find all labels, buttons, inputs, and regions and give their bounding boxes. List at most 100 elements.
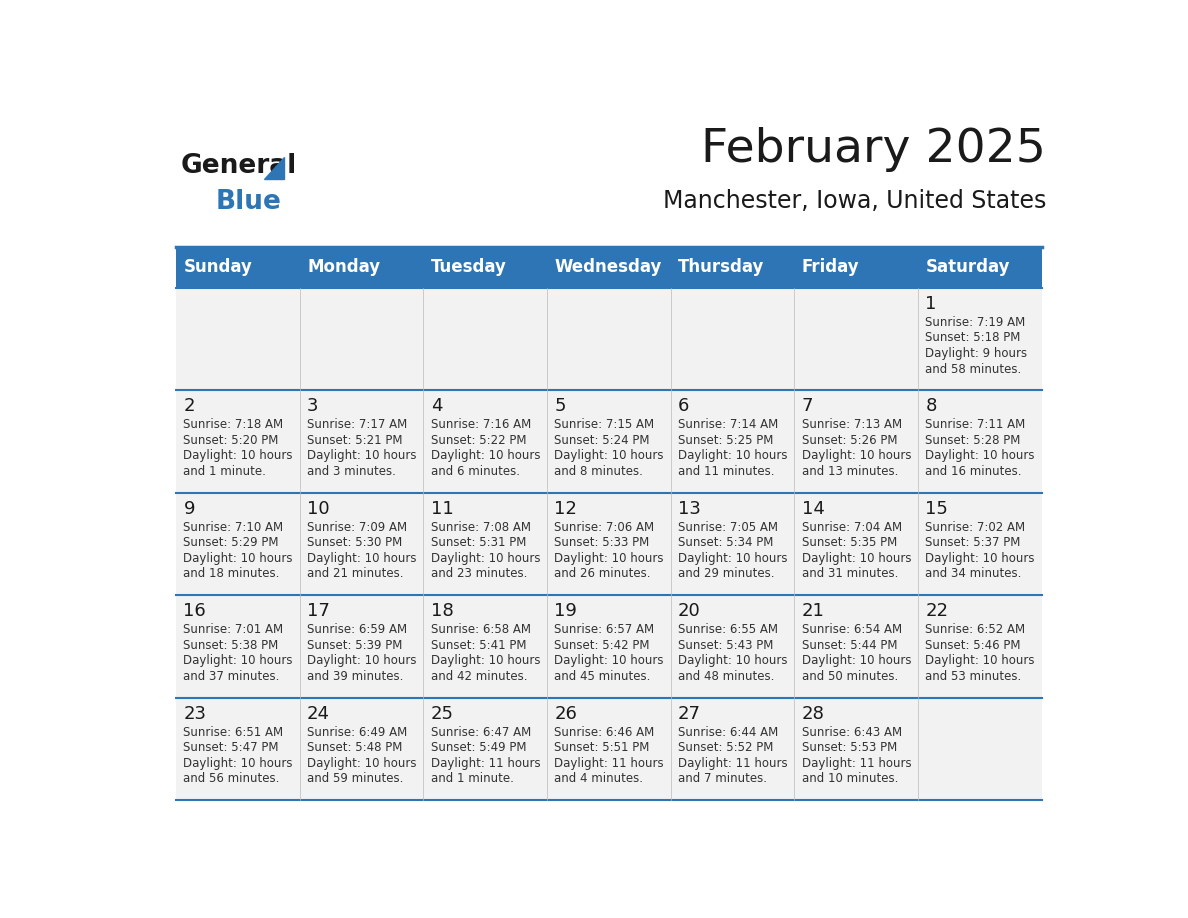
- Text: and 31 minutes.: and 31 minutes.: [802, 567, 898, 580]
- Text: and 53 minutes.: and 53 minutes.: [925, 670, 1022, 683]
- Text: Sunrise: 6:52 AM: Sunrise: 6:52 AM: [925, 623, 1025, 636]
- Text: and 56 minutes.: and 56 minutes.: [183, 772, 280, 786]
- Text: Daylight: 10 hours: Daylight: 10 hours: [925, 552, 1035, 565]
- Text: Wednesday: Wednesday: [555, 258, 662, 276]
- Text: Sunset: 5:30 PM: Sunset: 5:30 PM: [308, 536, 403, 549]
- Text: 24: 24: [308, 705, 330, 722]
- Text: Sunset: 5:22 PM: Sunset: 5:22 PM: [431, 434, 526, 447]
- Text: Daylight: 11 hours: Daylight: 11 hours: [678, 757, 788, 770]
- Text: 8: 8: [925, 397, 936, 415]
- Text: 5: 5: [555, 397, 565, 415]
- Text: Sunset: 5:43 PM: Sunset: 5:43 PM: [678, 639, 773, 652]
- Text: Sunrise: 6:49 AM: Sunrise: 6:49 AM: [308, 726, 407, 739]
- Text: Daylight: 10 hours: Daylight: 10 hours: [431, 655, 541, 667]
- Text: Sunrise: 6:54 AM: Sunrise: 6:54 AM: [802, 623, 902, 636]
- Text: Sunrise: 7:18 AM: Sunrise: 7:18 AM: [183, 419, 284, 431]
- Text: General: General: [181, 153, 297, 179]
- Text: Monday: Monday: [308, 258, 380, 276]
- Text: Sunset: 5:20 PM: Sunset: 5:20 PM: [183, 434, 279, 447]
- Bar: [176, 493, 1042, 595]
- Text: Sunset: 5:26 PM: Sunset: 5:26 PM: [802, 434, 897, 447]
- Text: and 16 minutes.: and 16 minutes.: [925, 465, 1022, 478]
- Text: Sunset: 5:29 PM: Sunset: 5:29 PM: [183, 536, 279, 549]
- Text: February 2025: February 2025: [701, 128, 1047, 173]
- Text: Blue: Blue: [216, 189, 282, 215]
- Text: Sunrise: 7:14 AM: Sunrise: 7:14 AM: [678, 419, 778, 431]
- Text: Daylight: 10 hours: Daylight: 10 hours: [678, 655, 788, 667]
- Text: Sunset: 5:24 PM: Sunset: 5:24 PM: [555, 434, 650, 447]
- Text: Daylight: 10 hours: Daylight: 10 hours: [183, 655, 293, 667]
- Text: Sunday: Sunday: [183, 258, 252, 276]
- Text: Daylight: 10 hours: Daylight: 10 hours: [678, 450, 788, 463]
- Bar: [176, 247, 1042, 287]
- Text: Sunset: 5:47 PM: Sunset: 5:47 PM: [183, 742, 279, 755]
- Text: 15: 15: [925, 499, 948, 518]
- Text: and 42 minutes.: and 42 minutes.: [431, 670, 527, 683]
- Text: Sunset: 5:34 PM: Sunset: 5:34 PM: [678, 536, 773, 549]
- Text: Daylight: 10 hours: Daylight: 10 hours: [802, 552, 911, 565]
- Text: and 29 minutes.: and 29 minutes.: [678, 567, 775, 580]
- Text: and 6 minutes.: and 6 minutes.: [431, 465, 520, 478]
- Text: Sunset: 5:33 PM: Sunset: 5:33 PM: [555, 536, 650, 549]
- Text: 14: 14: [802, 499, 824, 518]
- Text: Sunrise: 6:46 AM: Sunrise: 6:46 AM: [555, 726, 655, 739]
- Text: 13: 13: [678, 499, 701, 518]
- Text: Sunrise: 7:17 AM: Sunrise: 7:17 AM: [308, 419, 407, 431]
- Text: 3: 3: [308, 397, 318, 415]
- Text: Sunset: 5:21 PM: Sunset: 5:21 PM: [308, 434, 403, 447]
- Bar: [176, 287, 1042, 390]
- Text: Sunrise: 7:08 AM: Sunrise: 7:08 AM: [431, 521, 531, 534]
- Text: 7: 7: [802, 397, 813, 415]
- Text: Daylight: 11 hours: Daylight: 11 hours: [802, 757, 911, 770]
- Bar: [176, 698, 1042, 800]
- Text: Sunrise: 7:11 AM: Sunrise: 7:11 AM: [925, 419, 1025, 431]
- Text: Daylight: 10 hours: Daylight: 10 hours: [802, 450, 911, 463]
- Text: and 11 minutes.: and 11 minutes.: [678, 465, 775, 478]
- Text: and 7 minutes.: and 7 minutes.: [678, 772, 767, 786]
- Text: Sunset: 5:51 PM: Sunset: 5:51 PM: [555, 742, 650, 755]
- Text: Sunrise: 6:59 AM: Sunrise: 6:59 AM: [308, 623, 407, 636]
- Text: Sunrise: 7:19 AM: Sunrise: 7:19 AM: [925, 316, 1025, 329]
- Text: 4: 4: [431, 397, 442, 415]
- Text: Sunrise: 6:47 AM: Sunrise: 6:47 AM: [431, 726, 531, 739]
- Text: and 10 minutes.: and 10 minutes.: [802, 772, 898, 786]
- Text: Sunset: 5:49 PM: Sunset: 5:49 PM: [431, 742, 526, 755]
- Text: and 34 minutes.: and 34 minutes.: [925, 567, 1022, 580]
- Text: and 59 minutes.: and 59 minutes.: [308, 772, 404, 786]
- Text: Sunset: 5:41 PM: Sunset: 5:41 PM: [431, 639, 526, 652]
- Text: 1: 1: [925, 295, 936, 313]
- Text: Thursday: Thursday: [678, 258, 764, 276]
- Text: 28: 28: [802, 705, 824, 722]
- Text: Daylight: 10 hours: Daylight: 10 hours: [308, 655, 417, 667]
- Text: Daylight: 10 hours: Daylight: 10 hours: [555, 450, 664, 463]
- Text: 27: 27: [678, 705, 701, 722]
- Text: Daylight: 10 hours: Daylight: 10 hours: [183, 757, 293, 770]
- Text: 21: 21: [802, 602, 824, 621]
- Text: and 48 minutes.: and 48 minutes.: [678, 670, 775, 683]
- Text: and 50 minutes.: and 50 minutes.: [802, 670, 898, 683]
- Text: 2: 2: [183, 397, 195, 415]
- Text: Sunrise: 7:10 AM: Sunrise: 7:10 AM: [183, 521, 284, 534]
- Text: Sunrise: 6:55 AM: Sunrise: 6:55 AM: [678, 623, 778, 636]
- Text: Daylight: 10 hours: Daylight: 10 hours: [183, 552, 293, 565]
- Text: Daylight: 11 hours: Daylight: 11 hours: [555, 757, 664, 770]
- Text: Sunset: 5:44 PM: Sunset: 5:44 PM: [802, 639, 897, 652]
- Text: Daylight: 10 hours: Daylight: 10 hours: [678, 552, 788, 565]
- Text: Daylight: 10 hours: Daylight: 10 hours: [555, 552, 664, 565]
- Text: 26: 26: [555, 705, 577, 722]
- Text: 20: 20: [678, 602, 701, 621]
- Text: and 4 minutes.: and 4 minutes.: [555, 772, 644, 786]
- Text: Saturday: Saturday: [925, 258, 1010, 276]
- Text: and 1 minute.: and 1 minute.: [431, 772, 513, 786]
- Text: Daylight: 10 hours: Daylight: 10 hours: [183, 450, 293, 463]
- Text: Daylight: 11 hours: Daylight: 11 hours: [431, 757, 541, 770]
- Text: Sunset: 5:48 PM: Sunset: 5:48 PM: [308, 742, 403, 755]
- Text: and 37 minutes.: and 37 minutes.: [183, 670, 280, 683]
- Text: and 13 minutes.: and 13 minutes.: [802, 465, 898, 478]
- Text: Sunrise: 7:01 AM: Sunrise: 7:01 AM: [183, 623, 284, 636]
- Text: and 21 minutes.: and 21 minutes.: [308, 567, 404, 580]
- Text: 6: 6: [678, 397, 689, 415]
- Text: Sunrise: 7:15 AM: Sunrise: 7:15 AM: [555, 419, 655, 431]
- Text: Sunrise: 7:06 AM: Sunrise: 7:06 AM: [555, 521, 655, 534]
- Text: Sunrise: 7:09 AM: Sunrise: 7:09 AM: [308, 521, 407, 534]
